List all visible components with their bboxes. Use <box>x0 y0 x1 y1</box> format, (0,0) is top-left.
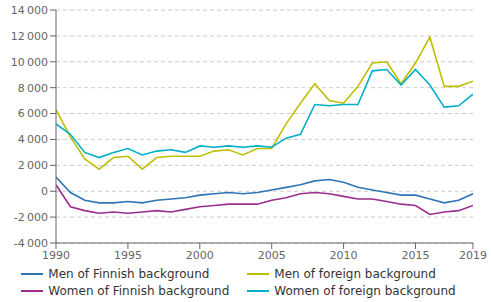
html-text:Women of foreign background: Women of foreign background <box>274 284 456 298</box>
svg-text:-2 000: -2 000 <box>14 211 48 224</box>
html-text:Women of Finnish background: Women of Finnish background <box>48 284 230 298</box>
svg-text:2019: 2019 <box>459 249 483 262</box>
svg-text:-4 000: -4 000 <box>14 237 48 250</box>
html-text:Men of foreign background: Men of foreign background <box>274 267 436 281</box>
svg-text:2010: 2010 <box>330 249 358 262</box>
svg-text:10 000: 10 000 <box>11 56 48 69</box>
svg-text:1995: 1995 <box>114 249 142 262</box>
svg-text:2015: 2015 <box>401 249 429 262</box>
svg-text:4 000: 4 000 <box>18 133 48 146</box>
svg-text:12 000: 12 000 <box>11 30 48 43</box>
html-text:Men of Finnish background: Men of Finnish background <box>48 267 210 281</box>
svg-text:8 000: 8 000 <box>18 82 48 95</box>
svg-text:2000: 2000 <box>186 249 214 262</box>
svg-text:2 000: 2 000 <box>18 159 48 172</box>
svg-text:14 000: 14 000 <box>11 4 48 17</box>
svg-text:6 000: 6 000 <box>18 107 48 120</box>
svg-text:1990: 1990 <box>42 249 70 262</box>
svg-text:2005: 2005 <box>258 249 286 262</box>
svg-text:0: 0 <box>41 185 48 198</box>
